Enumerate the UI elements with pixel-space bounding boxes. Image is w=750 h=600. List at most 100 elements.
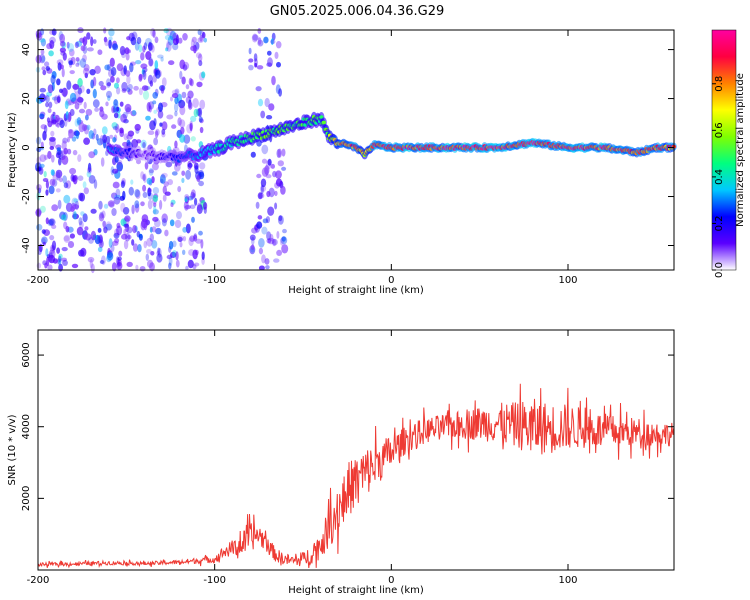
heatmap-cell (148, 167, 154, 176)
heatmap-cell (172, 43, 179, 51)
heatmap-cell (181, 170, 186, 176)
heatmap-cell (82, 213, 88, 223)
heatmap-cell (131, 31, 138, 40)
heatmap-cell (153, 205, 157, 215)
heatmap-cell (78, 85, 85, 94)
heatmap-cell (58, 177, 63, 183)
heatmap-cell (149, 80, 154, 87)
heatmap-cell (97, 49, 103, 55)
heatmap-cell (119, 45, 126, 56)
heatmap-cell (170, 202, 174, 207)
heatmap-cell (198, 53, 203, 62)
heatmap-cell (38, 187, 42, 194)
heatmap-cell (66, 80, 72, 90)
heatmap-cell (258, 238, 265, 248)
heatmap-cell (62, 175, 67, 184)
heatmap-cell (277, 160, 284, 167)
heatmap-cell (51, 240, 57, 251)
heatmap-cell (66, 41, 70, 49)
heatmap-cell (35, 30, 42, 38)
heatmap-cell (107, 95, 111, 101)
heatmap-cell (145, 253, 149, 261)
heatmap-cell (56, 96, 61, 103)
heatmap-cell (191, 189, 196, 199)
heatmap-cell (201, 251, 205, 260)
x-tick-label: 0 (388, 275, 394, 286)
heatmap-cell (42, 178, 49, 182)
heatmap-cell (263, 36, 269, 44)
heatmap-cell (130, 179, 134, 185)
heatmap-cell (113, 99, 119, 109)
heatmap-cell (157, 54, 164, 59)
heatmap-cell (99, 260, 105, 264)
colorbar-ticks: 0.0 0.2 0.4 0.6 0.8 (712, 76, 725, 278)
heatmap-cell (50, 74, 56, 85)
heatmap-cell (57, 199, 62, 210)
heatmap-cell (139, 266, 146, 272)
heatmap-cell (159, 199, 163, 210)
heatmap-cell (190, 45, 196, 52)
heatmap-cell (258, 265, 265, 271)
heatmap-cell (143, 173, 147, 184)
heatmap-cell (201, 31, 206, 39)
x-tick-label: -100 (203, 275, 226, 286)
heatmap-cell (125, 107, 131, 115)
heatmap-cell (198, 116, 203, 123)
heatmap-cell (154, 219, 161, 228)
heatmap-cell (59, 64, 64, 70)
heatmap-cell (62, 87, 68, 98)
heatmap-cell (35, 54, 42, 64)
heatmap-cell (108, 39, 112, 49)
heatmap-cell (61, 140, 67, 151)
heatmap-cell (140, 63, 148, 69)
heatmap-cell (51, 154, 55, 163)
y-tick-label: -20 (21, 188, 32, 204)
heatmap-cell (70, 206, 75, 213)
heatmap-cell (89, 258, 93, 269)
heatmap-cell (56, 147, 61, 152)
heatmap-cell (50, 169, 55, 176)
heatmap-cell (195, 249, 199, 256)
heatmap-cell (270, 163, 275, 169)
heatmap-cell (151, 240, 158, 249)
heatmap-cell (58, 253, 63, 259)
heatmap-cell (261, 254, 266, 264)
heatmap-cell (112, 107, 116, 113)
heatmap-cell (121, 88, 127, 93)
heatmap-cell (83, 63, 90, 72)
heatmap-cell (149, 56, 153, 67)
heatmap-cell (56, 247, 60, 254)
heatmap-cell (257, 98, 264, 107)
heatmap-cell (199, 162, 206, 170)
heatmap-cell (273, 258, 280, 263)
heatmap-cell (152, 209, 159, 215)
spectrogram-y-ticks: -40 -20 0 20 40 (21, 43, 674, 254)
heatmap-cell (189, 204, 196, 210)
heatmap-cell (158, 102, 163, 112)
heatmap-cell (276, 231, 280, 239)
heatmap-cell (115, 123, 120, 134)
heatmap-cell (162, 194, 167, 202)
heatmap-cell (123, 239, 129, 250)
heatmap-cell (143, 240, 148, 249)
heatmap-cell (92, 76, 97, 87)
heatmap-cell (73, 83, 77, 93)
heatmap-cell (134, 203, 140, 213)
heatmap-cell (267, 237, 275, 245)
heatmap-cell (77, 154, 82, 163)
heatmap-cell (47, 264, 53, 271)
heatmap-cell (116, 106, 120, 112)
heatmap-cell (262, 218, 269, 224)
heatmap-cell (255, 201, 260, 209)
heatmap-cell (265, 265, 270, 270)
heatmap-cell (163, 181, 169, 187)
heatmap-cell (90, 230, 97, 241)
heatmap-cell (99, 109, 105, 118)
x-tick-label: 100 (558, 275, 577, 286)
heatmap-cell (126, 261, 133, 267)
heatmap-cell (157, 247, 162, 258)
heatmap-cell (203, 202, 208, 210)
heatmap-cell (58, 258, 62, 266)
